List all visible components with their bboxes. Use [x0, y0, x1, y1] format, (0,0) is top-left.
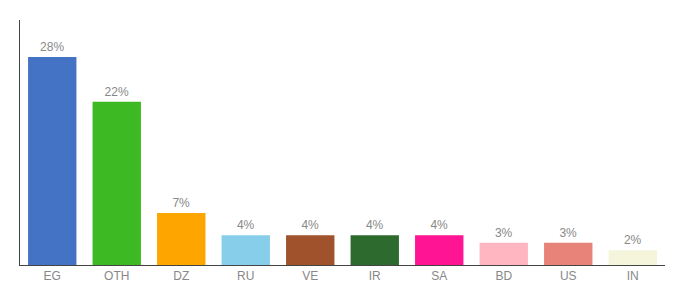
svg-text:3%: 3%: [559, 226, 577, 240]
svg-text:VE: VE: [302, 269, 318, 283]
svg-text:SA: SA: [431, 269, 447, 283]
svg-text:3%: 3%: [495, 226, 513, 240]
svg-text:OTH: OTH: [104, 269, 129, 283]
svg-text:RU: RU: [237, 269, 254, 283]
svg-text:US: US: [560, 269, 577, 283]
svg-text:4%: 4%: [301, 218, 319, 232]
svg-text:2%: 2%: [624, 233, 642, 247]
svg-text:4%: 4%: [366, 218, 384, 232]
svg-text:7%: 7%: [172, 196, 190, 210]
svg-text:IR: IR: [369, 269, 381, 283]
svg-text:BD: BD: [495, 269, 512, 283]
svg-text:4%: 4%: [237, 218, 255, 232]
svg-text:28%: 28%: [40, 40, 64, 54]
svg-text:IN: IN: [627, 269, 639, 283]
svg-text:EG: EG: [44, 269, 61, 283]
svg-text:22%: 22%: [105, 85, 129, 99]
svg-text:4%: 4%: [430, 218, 448, 232]
svg-text:DZ: DZ: [173, 269, 189, 283]
